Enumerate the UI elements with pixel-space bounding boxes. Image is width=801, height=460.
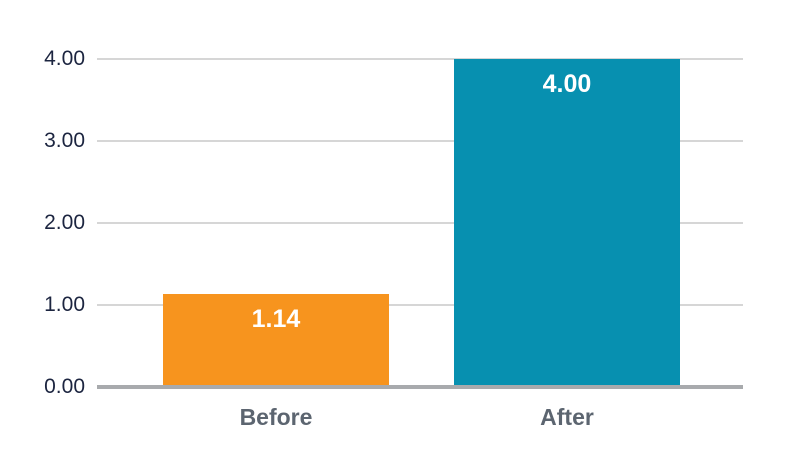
x-axis-line	[97, 385, 743, 389]
bar-before[interactable]	[163, 294, 389, 385]
bar-after[interactable]	[454, 59, 680, 385]
bar-value-label: 1.14	[251, 305, 301, 333]
gridline	[97, 222, 743, 224]
gridline	[97, 140, 743, 142]
y-axis-tick-label: 2.00	[44, 211, 85, 234]
y-axis-tick-label: 3.00	[44, 129, 85, 152]
x-axis-category-label: Before	[239, 404, 313, 430]
bar-value-label: 4.00	[542, 70, 592, 98]
y-axis-tick-label: 1.00	[44, 293, 85, 316]
y-axis-tick-label: 4.00	[44, 47, 85, 70]
gridline	[97, 304, 743, 306]
y-axis-tick-label: 0.00	[44, 375, 85, 398]
x-axis-category-label: After	[540, 404, 594, 430]
gridline	[97, 58, 743, 60]
